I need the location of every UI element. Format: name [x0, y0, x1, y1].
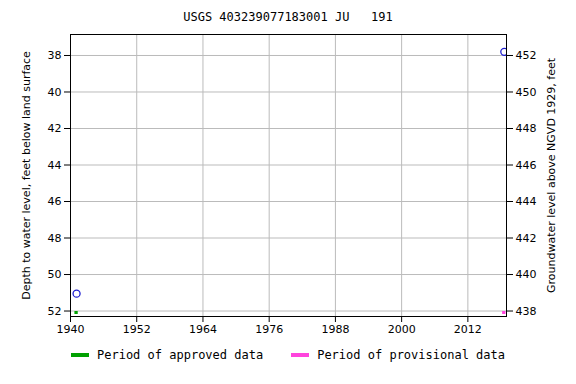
svg-text:1952: 1952: [123, 323, 151, 336]
svg-text:1964: 1964: [189, 323, 217, 336]
svg-text:2012: 2012: [454, 323, 482, 336]
svg-text:1976: 1976: [255, 323, 283, 336]
svg-text:444: 444: [516, 195, 537, 208]
svg-text:2000: 2000: [388, 323, 416, 336]
svg-text:440: 440: [516, 268, 537, 281]
svg-text:448: 448: [516, 122, 537, 135]
svg-text:438: 438: [516, 305, 537, 318]
svg-text:46: 46: [48, 195, 62, 208]
svg-text:48: 48: [48, 232, 62, 245]
svg-text:44: 44: [48, 159, 62, 172]
html-text:Period of provisional data: Period of provisional data: [317, 348, 505, 362]
svg-text:50: 50: [48, 268, 62, 281]
svg-text:446: 446: [516, 159, 537, 172]
svg-text:1988: 1988: [321, 323, 349, 336]
svg-text:38: 38: [48, 49, 62, 62]
svg-text:Groundwater level above NGVD 1: Groundwater level above NGVD 1929, feet: [545, 57, 558, 293]
svg-text:Depth to water level, feet bel: Depth to water level, feet below land su…: [20, 51, 33, 300]
svg-text:42: 42: [48, 122, 62, 135]
html-text:USGS 403239077183001 JU 191: USGS 403239077183001 JU 191: [183, 10, 393, 24]
svg-text:442: 442: [516, 232, 537, 245]
svg-text:40: 40: [48, 86, 62, 99]
svg-text:1940: 1940: [57, 323, 85, 336]
html-text:Period of approved data: Period of approved data: [97, 348, 264, 362]
svg-text:452: 452: [516, 49, 537, 62]
svg-text:450: 450: [516, 86, 537, 99]
svg-text:52: 52: [48, 305, 62, 318]
